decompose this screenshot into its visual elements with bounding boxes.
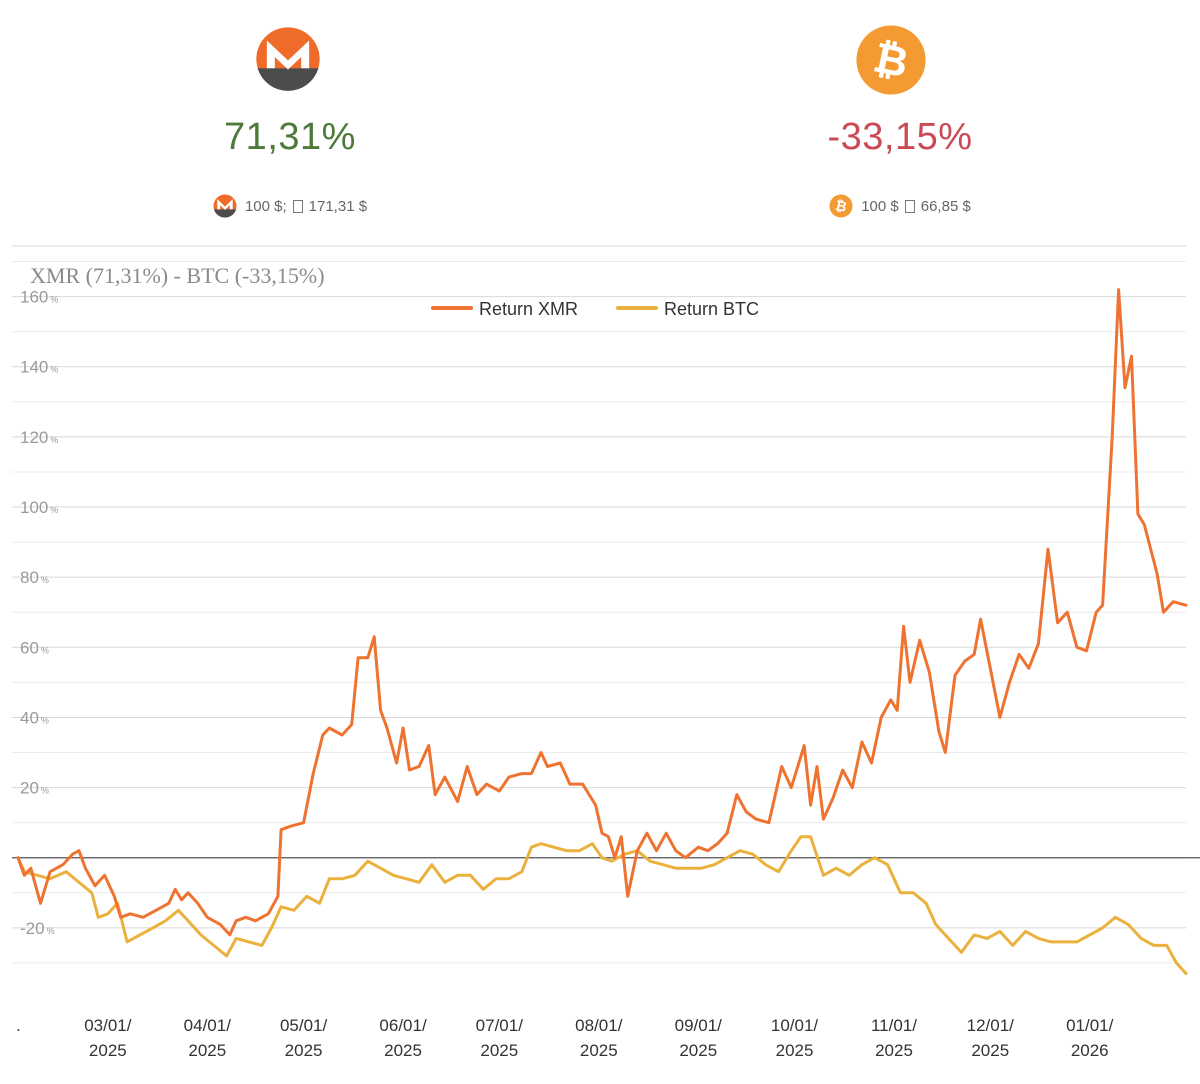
y-tick-label: 20% xyxy=(20,779,49,798)
x-axis-ticks: . 03/01/2025 04/01/2025 05/01/2025 06/01/202… xyxy=(16,1016,1114,1060)
y-tick-label: 60% xyxy=(20,638,49,657)
monero-small-icon xyxy=(213,194,237,218)
x-tick-label: 11/01/ xyxy=(871,1016,917,1035)
chart-legend[interactable]: Return XMR Return BTC xyxy=(431,299,759,319)
xmr-invest-to: 171,31 $ xyxy=(308,197,368,215)
x-tick-label: 2026 xyxy=(1071,1041,1109,1060)
bitcoin-logo-icon: ₿ xyxy=(856,25,926,95)
chart-title: XMR (71,31%) - BTC (-33,15%) xyxy=(30,263,325,288)
legend-label: Return BTC xyxy=(664,299,759,319)
series-lines xyxy=(16,288,1188,975)
btc-invest-to: 66,85 $ xyxy=(920,197,971,215)
x-tick-label: 01/01/ xyxy=(1066,1016,1114,1035)
x-tick-label: . xyxy=(16,1016,21,1035)
missing-glyph-icon xyxy=(904,199,915,213)
xmr-summary-card: 71,31% 100 $; 171,31 $ xyxy=(90,0,490,230)
legend-label: Return XMR xyxy=(479,299,578,319)
svg-text:₿: ₿ xyxy=(834,198,848,216)
x-tick-label: 08/01/ xyxy=(575,1016,623,1035)
x-tick-label: 05/01/ xyxy=(280,1016,328,1035)
x-tick-label: 2025 xyxy=(384,1041,422,1060)
y-tick-label: 160% xyxy=(20,288,58,307)
x-tick-label: 2025 xyxy=(89,1041,127,1060)
x-tick-label: 2025 xyxy=(776,1041,814,1060)
x-tick-label: 10/01/ xyxy=(771,1016,819,1035)
x-tick-label: 07/01/ xyxy=(476,1016,524,1035)
x-tick-label: 2025 xyxy=(971,1041,1009,1060)
series-line-return-xmr xyxy=(16,288,1188,937)
y-axis-ticks: -20 % 20 % 40 % 60 % 80 % 100 % 120 % 140 % 160% xyxy=(20,288,58,938)
legend-item[interactable]: Return XMR xyxy=(431,299,578,319)
x-tick-label: 2025 xyxy=(285,1041,323,1060)
xmr-investment-summary: 100 $; 171,31 $ xyxy=(90,194,490,218)
y-tick-label: -20% xyxy=(20,919,55,938)
x-tick-label: 06/01/ xyxy=(379,1016,427,1035)
bitcoin-small-icon: ₿ xyxy=(829,194,853,218)
btc-return-percent: -33,15% xyxy=(827,116,973,158)
y-tick-label: 40% xyxy=(20,708,49,727)
x-tick-label: 2025 xyxy=(480,1041,518,1060)
y-tick-label: 100% xyxy=(20,498,58,517)
x-tick-label: 2025 xyxy=(188,1041,226,1060)
grid-lines xyxy=(12,245,1200,964)
btc-summary-card: ₿ -33,15% ₿ 100 $ 66,85 $ xyxy=(700,0,1100,230)
x-tick-label: 12/01/ xyxy=(967,1016,1015,1035)
missing-glyph-icon xyxy=(292,199,303,213)
x-tick-label: 2025 xyxy=(679,1041,717,1060)
series-line-return-btc xyxy=(16,835,1188,975)
x-tick-label: 2025 xyxy=(580,1041,618,1060)
xmr-invest-from: 100 $; xyxy=(244,197,287,215)
btc-investment-summary: ₿ 100 $ 66,85 $ xyxy=(700,194,1100,218)
legend-item[interactable]: Return BTC xyxy=(616,299,759,319)
x-tick-label: 03/01/ xyxy=(84,1016,132,1035)
x-tick-label: 2025 xyxy=(875,1041,913,1060)
y-tick-label: 120% xyxy=(20,428,58,447)
x-tick-label: 04/01/ xyxy=(184,1016,232,1035)
monero-logo-icon xyxy=(256,27,320,91)
y-tick-label: 140% xyxy=(20,358,58,377)
x-tick-label: 09/01/ xyxy=(675,1016,723,1035)
y-tick-label: 80% xyxy=(20,568,49,587)
btc-invest-from: 100 $ xyxy=(861,197,899,215)
returns-line-chart: -20 % 20 % 40 % 60 % 80 % 100 % 120 % 140 % 160% . 03/01/… xyxy=(12,245,1200,1060)
xmr-return-percent: 71,31% xyxy=(224,116,356,158)
